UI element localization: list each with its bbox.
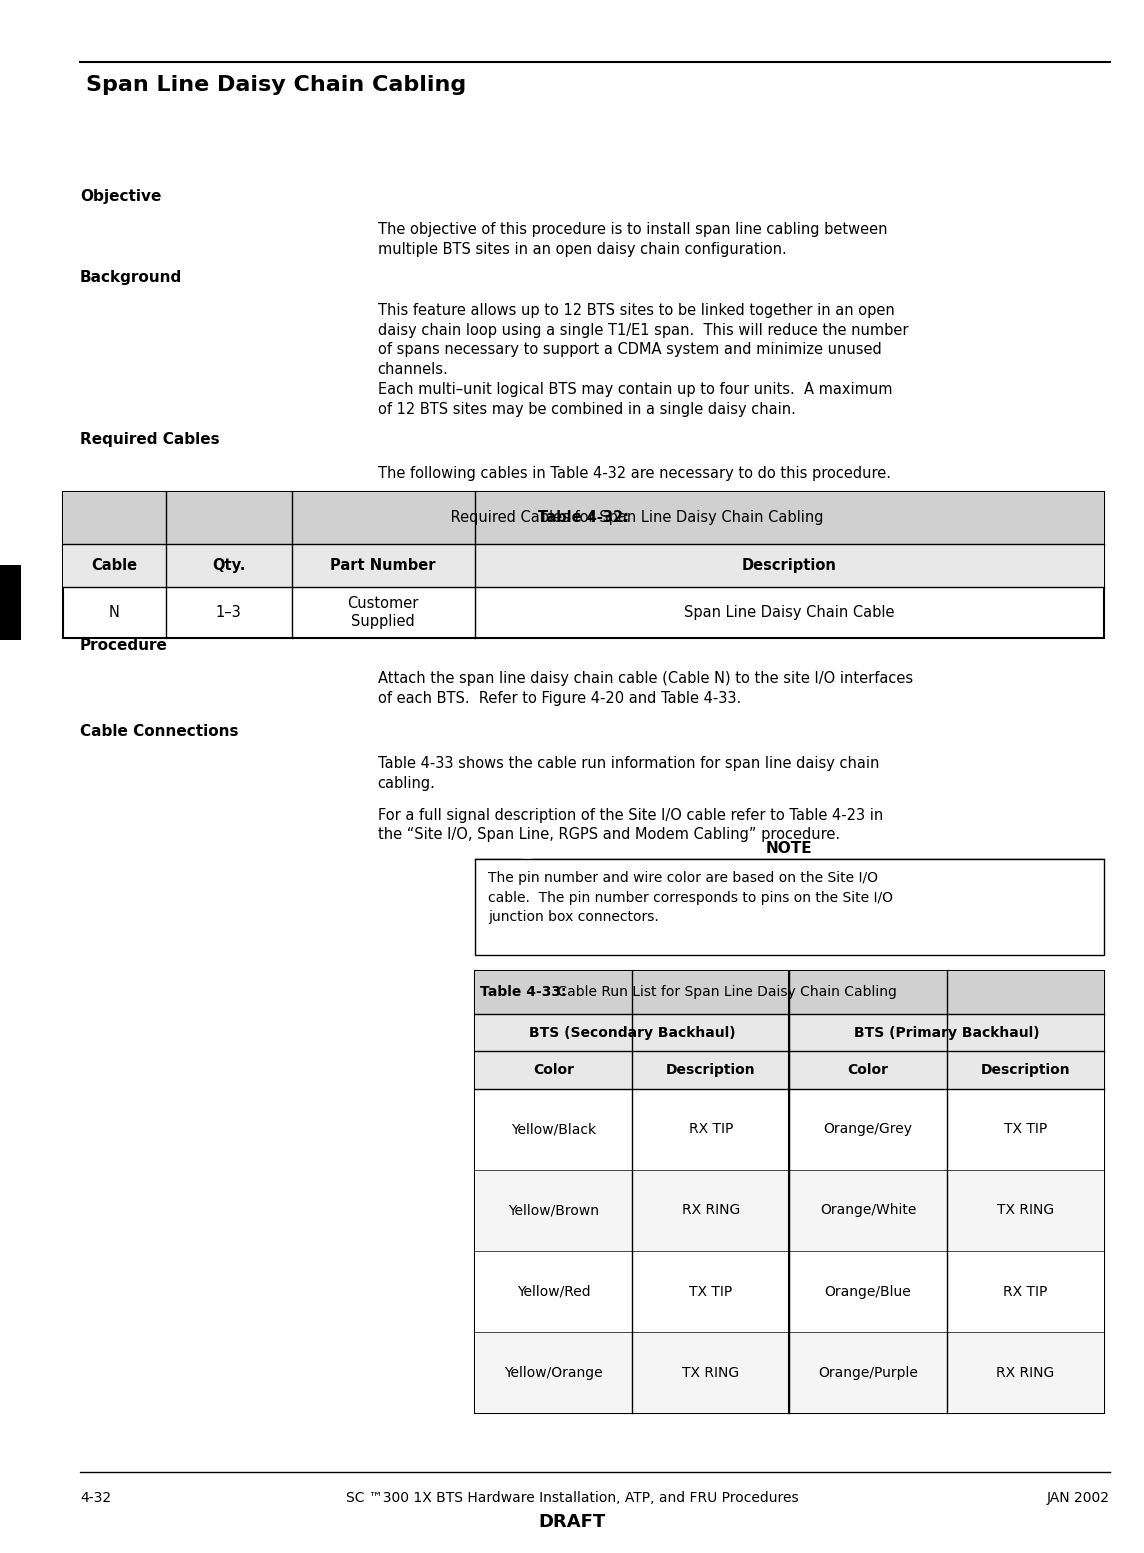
Bar <box>475 971 1104 1413</box>
Text: 4: 4 <box>5 674 16 690</box>
Bar <box>475 859 1104 955</box>
Bar <box>63 544 1104 587</box>
Text: Cable Run List for Span Line Daisy Chain Cabling: Cable Run List for Span Line Daisy Chain… <box>553 985 897 1000</box>
Bar <box>63 492 1104 638</box>
Text: Yellow/Red: Yellow/Red <box>517 1284 590 1298</box>
Text: Description: Description <box>666 1062 755 1078</box>
Text: The objective of this procedure is to install span line cabling between
multiple: The objective of this procedure is to in… <box>378 222 887 256</box>
Text: Yellow/Orange: Yellow/Orange <box>505 1365 603 1379</box>
Text: Each multi–unit logical BTS may contain up to four units.  A maximum
of 12 BTS s: Each multi–unit logical BTS may contain … <box>378 382 892 416</box>
Text: RX RING: RX RING <box>682 1204 740 1218</box>
Bar <box>475 1089 1104 1169</box>
Bar <box>63 492 1104 544</box>
Bar <box>475 971 1104 1014</box>
Text: RX RING: RX RING <box>996 1365 1055 1379</box>
Bar <box>0 565 21 640</box>
Text: Procedure: Procedure <box>80 638 168 654</box>
Text: Required Cables: Required Cables <box>80 432 220 447</box>
Text: TX TIP: TX TIP <box>689 1284 732 1298</box>
Text: Table 4-33 shows the cable run information for span line daisy chain
cabling.: Table 4-33 shows the cable run informati… <box>378 756 879 790</box>
Text: Qty.: Qty. <box>212 558 246 573</box>
Text: TX RING: TX RING <box>682 1365 739 1379</box>
Text: Span Line Daisy Chain Cable: Span Line Daisy Chain Cable <box>684 606 895 620</box>
Text: Span Line Daisy Chain Cabling: Span Line Daisy Chain Cabling <box>86 75 466 95</box>
Text: 4-32: 4-32 <box>80 1491 111 1505</box>
Text: RX TIP: RX TIP <box>689 1123 733 1137</box>
Text: Required Cables for Span Line Daisy Chain Cabling: Required Cables for Span Line Daisy Chai… <box>446 511 824 525</box>
Text: Customer
Supplied: Customer Supplied <box>348 596 419 629</box>
Text: TX TIP: TX TIP <box>1003 1123 1047 1137</box>
Text: BTS (Secondary Backhaul): BTS (Secondary Backhaul) <box>529 1025 736 1041</box>
Text: Yellow/Brown: Yellow/Brown <box>508 1204 599 1218</box>
Text: Yellow/Black: Yellow/Black <box>511 1123 596 1137</box>
Text: JAN 2002: JAN 2002 <box>1047 1491 1110 1505</box>
Text: Description: Description <box>980 1062 1070 1078</box>
Text: Part Number: Part Number <box>331 558 436 573</box>
Text: The pin number and wire color are based on the Site I/O
cable.  The pin number c: The pin number and wire color are based … <box>488 871 893 924</box>
Text: For a full signal description of the Site I/O cable refer to Table 4-23 in
the “: For a full signal description of the Sit… <box>378 808 883 842</box>
Text: SC ™300 1X BTS Hardware Installation, ATP, and FRU Procedures: SC ™300 1X BTS Hardware Installation, AT… <box>345 1491 799 1505</box>
Text: Cable Connections: Cable Connections <box>80 724 239 739</box>
Text: The following cables in Table 4-32 are necessary to do this procedure.: The following cables in Table 4-32 are n… <box>378 466 890 481</box>
Text: TX RING: TX RING <box>996 1204 1054 1218</box>
Text: Orange/White: Orange/White <box>820 1204 916 1218</box>
Text: Description: Description <box>742 558 836 573</box>
Text: Table 4-32:: Table 4-32: <box>538 511 629 525</box>
Text: NOTE: NOTE <box>766 840 812 856</box>
Text: Color: Color <box>848 1062 889 1078</box>
Text: Objective: Objective <box>80 189 161 205</box>
Text: This feature allows up to 12 BTS sites to be linked together in an open
daisy ch: This feature allows up to 12 BTS sites t… <box>378 303 908 377</box>
Text: RX TIP: RX TIP <box>1003 1284 1048 1298</box>
Bar <box>475 1252 1104 1332</box>
Bar <box>475 1051 1104 1089</box>
Bar <box>475 1169 1104 1252</box>
Text: Attach the span line daisy chain cable (Cable N) to the site I/O interfaces
of e: Attach the span line daisy chain cable (… <box>378 671 913 705</box>
Bar <box>475 1332 1104 1413</box>
Text: Orange/Grey: Orange/Grey <box>824 1123 913 1137</box>
Text: 1–3: 1–3 <box>216 606 241 620</box>
Text: BTS (Primary Backhaul): BTS (Primary Backhaul) <box>853 1025 1040 1041</box>
Text: Orange/Blue: Orange/Blue <box>825 1284 912 1298</box>
Text: Background: Background <box>80 270 182 286</box>
Text: Cable: Cable <box>92 558 137 573</box>
Text: DRAFT: DRAFT <box>539 1513 605 1531</box>
Text: Table 4-33:: Table 4-33: <box>480 985 567 1000</box>
Bar <box>475 1014 1104 1051</box>
Text: Color: Color <box>533 1062 574 1078</box>
Text: N: N <box>109 606 120 620</box>
Text: Orange/Purple: Orange/Purple <box>818 1365 917 1379</box>
